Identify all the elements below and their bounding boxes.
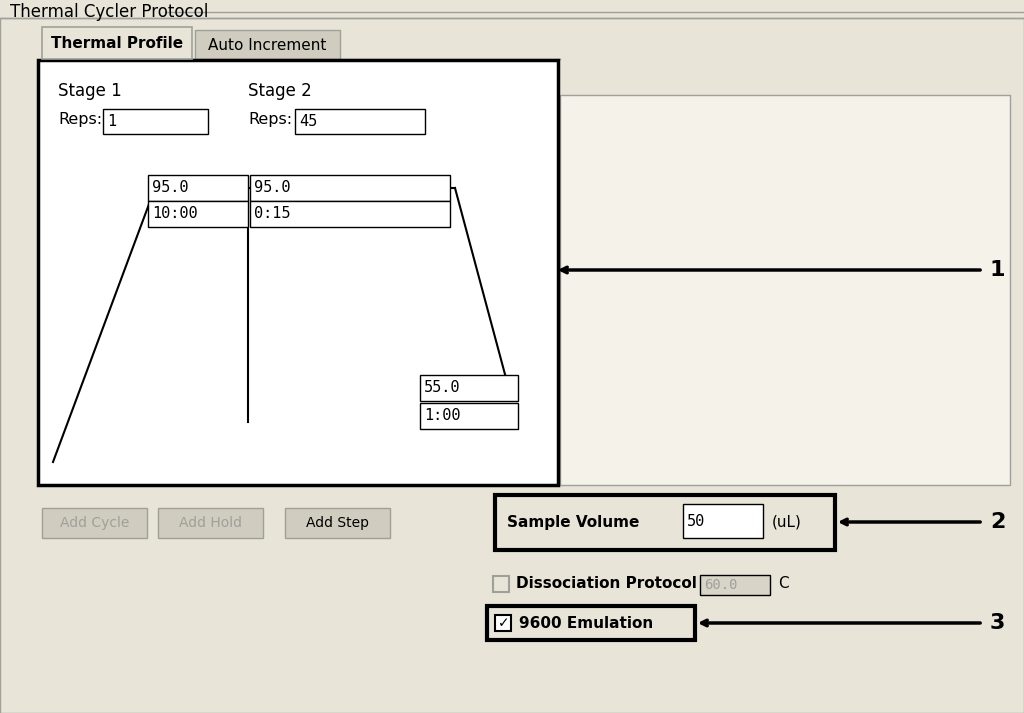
Bar (250, 201, 450, 227)
Bar (285, 508, 390, 538)
Text: 3: 3 (990, 613, 1006, 633)
Text: 95.0: 95.0 (254, 180, 291, 195)
Text: Add Cycle: Add Cycle (59, 516, 129, 530)
Text: Reps:: Reps: (248, 112, 292, 127)
Text: Sample Volume: Sample Volume (507, 515, 639, 530)
Text: Dissociation Protocol: Dissociation Protocol (516, 577, 697, 592)
Text: Stage 1: Stage 1 (58, 82, 122, 100)
Text: 1: 1 (990, 260, 1006, 280)
Text: ✓: ✓ (498, 616, 510, 630)
Text: 55.0: 55.0 (424, 381, 461, 396)
Text: Add Hold: Add Hold (179, 516, 242, 530)
Bar (42, 508, 147, 538)
Bar (42, 27, 193, 59)
Bar (38, 60, 558, 485)
Text: Auto Increment: Auto Increment (208, 38, 327, 53)
Text: Stage 2: Stage 2 (248, 82, 311, 100)
Text: (uL): (uL) (772, 515, 802, 530)
Text: 1: 1 (106, 114, 116, 129)
Bar (148, 201, 248, 227)
Bar (295, 109, 425, 134)
Bar (148, 175, 248, 201)
Text: 2: 2 (990, 512, 1006, 532)
Bar (560, 95, 1010, 485)
Text: 1:00: 1:00 (424, 409, 461, 424)
Text: 9600 Emulation: 9600 Emulation (519, 615, 653, 630)
Bar (420, 375, 518, 401)
Text: Thermal Profile: Thermal Profile (51, 36, 183, 51)
Text: Thermal Cycler Protocol: Thermal Cycler Protocol (10, 3, 208, 21)
Bar (420, 403, 518, 429)
Text: Add Step: Add Step (306, 516, 369, 530)
Bar (158, 508, 263, 538)
Text: Reps:: Reps: (58, 112, 102, 127)
Bar (195, 30, 340, 59)
Bar (493, 576, 509, 592)
Bar (250, 175, 450, 201)
Text: 60.0: 60.0 (705, 578, 737, 592)
Bar (683, 504, 763, 538)
Text: 10:00: 10:00 (152, 207, 198, 222)
Text: 50: 50 (687, 513, 706, 528)
Text: C: C (778, 577, 788, 592)
Text: 95.0: 95.0 (152, 180, 188, 195)
Text: 0:15: 0:15 (254, 207, 291, 222)
Bar (700, 575, 770, 595)
Bar (103, 109, 208, 134)
Text: 45: 45 (299, 114, 317, 129)
Bar (487, 606, 695, 640)
Bar (495, 495, 835, 550)
Bar (495, 615, 511, 631)
